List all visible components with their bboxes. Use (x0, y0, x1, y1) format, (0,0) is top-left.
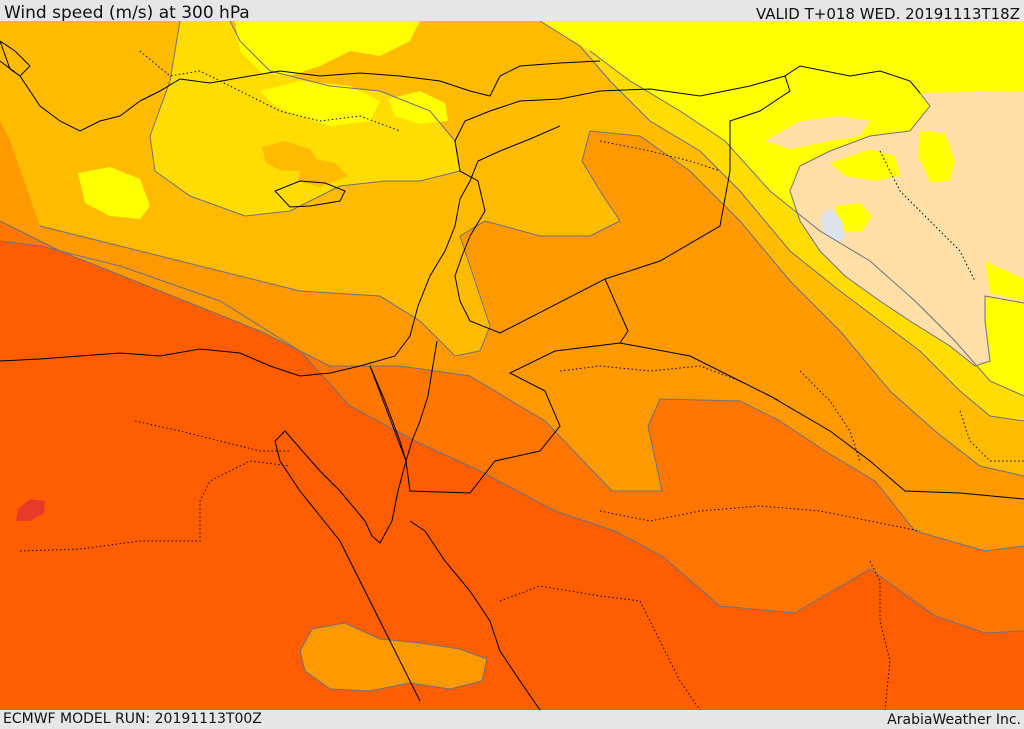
admin-borders (19, 50, 1024, 710)
band-1-region-patch (260, 81, 380, 126)
band-1-region-patch (388, 91, 448, 124)
contour-lines (0, 21, 1024, 692)
band-1-island (918, 131, 955, 181)
map-title: Wind speed (m/s) at 300 hPa (4, 3, 250, 23)
valid-time: VALID T+018 WED. 20191113T18Z (755, 5, 1020, 23)
wind-speed-map (0, 21, 1024, 710)
band-1-island (985, 261, 1024, 301)
model-run: ECMWF MODEL RUN: 20191113T00Z (3, 711, 262, 727)
credit: ArabiaWeather Inc. (887, 712, 1021, 728)
band-1-region-patch (78, 167, 150, 219)
band-3-patch (298, 156, 348, 187)
band-1-island (830, 149, 900, 181)
band-1-region-north (235, 21, 420, 76)
strongest-wind-patch (16, 499, 45, 521)
country-borders (369, 65, 1024, 500)
band-1-island (835, 203, 872, 231)
band-4-patch (300, 623, 487, 691)
band-1-region (540, 21, 1024, 396)
coastlines (0, 40, 601, 710)
band-lightest-region (765, 91, 1024, 366)
